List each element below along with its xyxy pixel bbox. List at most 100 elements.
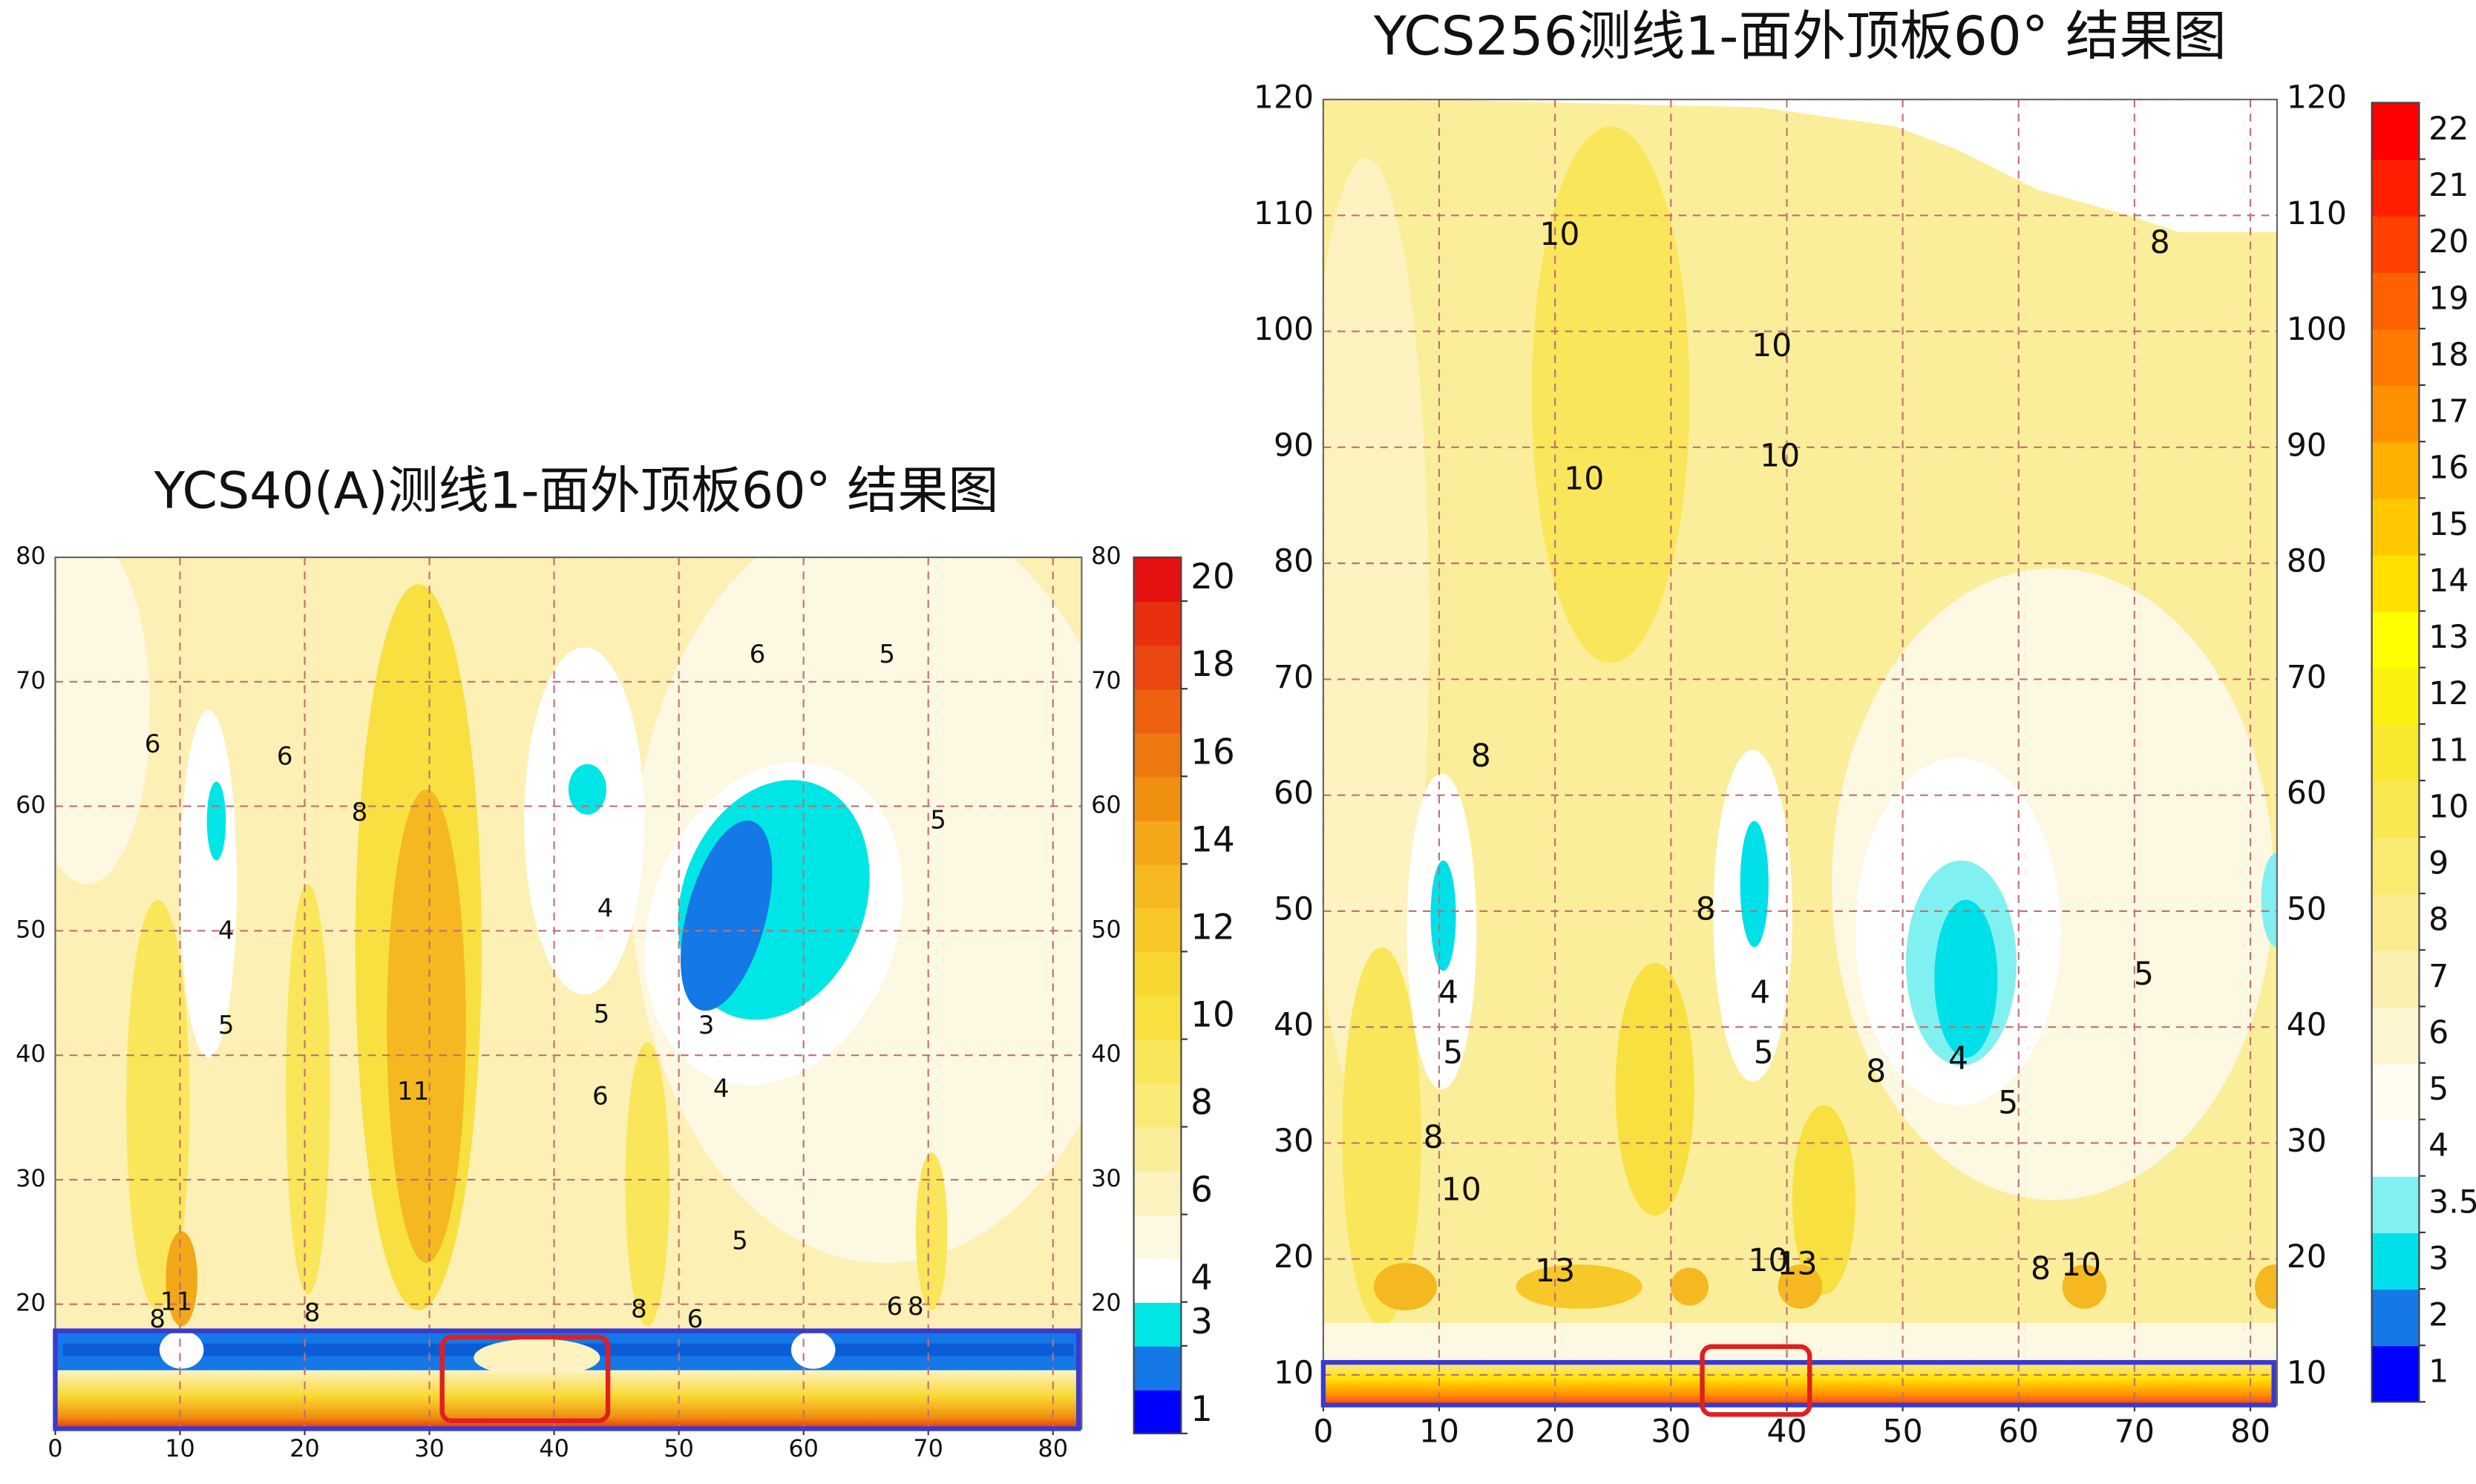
y-tick-label: 120 bbox=[2287, 80, 2347, 116]
colorbar-label: 18 bbox=[2428, 337, 2469, 373]
colorbar-band bbox=[2371, 723, 2420, 781]
x-tick-label: 30 bbox=[1651, 1414, 1691, 1450]
colorbar-band bbox=[1133, 1389, 1182, 1434]
y-tick-label: 70 bbox=[16, 666, 46, 695]
contour-label: 3 bbox=[698, 1011, 715, 1040]
x-tick-label: 80 bbox=[2230, 1414, 2270, 1450]
colorbar-band bbox=[2371, 215, 2420, 273]
y-tick-label: 30 bbox=[1274, 1123, 1314, 1160]
y-tick-label: 100 bbox=[1254, 312, 1314, 348]
colorbar-label: 20 bbox=[1190, 557, 1235, 597]
y-tick-label: 80 bbox=[16, 542, 46, 570]
y-tick-label: 80 bbox=[2287, 544, 2327, 580]
colorbar-band bbox=[2371, 1063, 2420, 1120]
colorbar-band bbox=[2371, 1175, 2420, 1233]
colorbar-band bbox=[2371, 272, 2420, 329]
y-tick-label: 50 bbox=[2287, 891, 2327, 928]
x-tick-label: 30 bbox=[414, 1434, 445, 1462]
x-tick-label: 40 bbox=[1766, 1414, 1807, 1450]
contour-label: 10 bbox=[1748, 1243, 1788, 1279]
contour-label: 6 bbox=[687, 1304, 704, 1334]
colorbar-label: 15 bbox=[2428, 507, 2469, 543]
colorbar-label: 3 bbox=[2428, 1241, 2449, 1277]
y-tick-label: 20 bbox=[16, 1289, 46, 1317]
colorbar-band bbox=[2371, 328, 2420, 387]
colorbar-label: 3 bbox=[1190, 1302, 1213, 1342]
colorbar-band bbox=[2371, 950, 2420, 1008]
highlight-box bbox=[439, 1334, 611, 1424]
contour-label: 10 bbox=[1752, 328, 1792, 364]
colorbar-frame bbox=[2371, 102, 2420, 1403]
y-tick-label: 30 bbox=[2287, 1123, 2327, 1160]
x-tick-label: 50 bbox=[1883, 1414, 1923, 1450]
y-tick-label: 70 bbox=[1274, 660, 1314, 696]
contour-label: 8 bbox=[304, 1298, 321, 1328]
contour-label: 8 bbox=[1424, 1120, 1444, 1156]
colorbar-band bbox=[2371, 667, 2420, 725]
y-tick-label: 70 bbox=[1091, 666, 1121, 695]
colorbar-band bbox=[1133, 1214, 1182, 1259]
colorbar-band bbox=[1133, 732, 1182, 778]
x-tick-label: 0 bbox=[48, 1434, 62, 1462]
contour-label: 4 bbox=[713, 1074, 730, 1104]
colorbar-band bbox=[1133, 1345, 1182, 1391]
colorbar-label: 22 bbox=[2428, 111, 2469, 148]
colorbar-band bbox=[2371, 554, 2420, 612]
y-tick-label: 110 bbox=[2287, 196, 2347, 232]
y-tick-label: 60 bbox=[2287, 775, 2327, 812]
colorbar-band bbox=[1133, 907, 1182, 953]
contour-label: 4 bbox=[1948, 1041, 1968, 1077]
contour-label: 6 bbox=[886, 1292, 903, 1322]
colorbar-band bbox=[1133, 951, 1182, 997]
contour-label: 10 bbox=[1564, 462, 1604, 498]
y-tick-label: 120 bbox=[1254, 80, 1314, 116]
colorbar-label: 19 bbox=[2428, 280, 2469, 317]
colorbar-label: 17 bbox=[2428, 394, 2469, 430]
contour-label: 6 bbox=[277, 742, 293, 772]
y-tick-label: 50 bbox=[1091, 915, 1121, 943]
contour-field bbox=[1323, 99, 2277, 1405]
y-tick-label: 10 bbox=[2287, 1355, 2327, 1391]
colorbar-label: 10 bbox=[2428, 789, 2469, 825]
contour-label: 5 bbox=[594, 999, 610, 1029]
y-tick-label: 30 bbox=[16, 1164, 46, 1192]
colorbar-label: 12 bbox=[2428, 676, 2469, 712]
colorbar-band bbox=[2371, 1289, 2420, 1347]
contour-label: 8 bbox=[631, 1295, 647, 1324]
colorbar-band bbox=[2371, 1345, 2420, 1403]
x-tick-label: 40 bbox=[539, 1434, 569, 1462]
y-tick-label: 40 bbox=[2287, 1008, 2327, 1044]
colorbar-label: 16 bbox=[2428, 450, 2469, 487]
colorbar-band bbox=[2371, 441, 2420, 499]
colorbar-label: 4 bbox=[2428, 1128, 2449, 1164]
chart-title: YCS256测线1-面外顶板60° 结果图 bbox=[1373, 5, 2227, 68]
colorbar-band bbox=[2371, 1119, 2420, 1177]
colorbar-label: 4 bbox=[1190, 1258, 1213, 1298]
x-tick-label: 20 bbox=[1535, 1414, 1575, 1450]
contour-label: 8 bbox=[352, 798, 368, 827]
contour-label: 8 bbox=[2031, 1251, 2051, 1287]
colorbar-band bbox=[1133, 1126, 1182, 1172]
colorbar-band bbox=[2371, 1232, 2420, 1290]
contour-label: 6 bbox=[145, 729, 161, 759]
y-tick-label: 40 bbox=[1274, 1008, 1314, 1044]
contour-label: 4 bbox=[1438, 975, 1458, 1011]
colorbar-band bbox=[2371, 893, 2420, 951]
contour-label: 5 bbox=[879, 640, 895, 669]
colorbar-label: 3.5 bbox=[2428, 1184, 2476, 1221]
colorbar-label: 14 bbox=[2428, 563, 2469, 600]
colorbar-label: 11 bbox=[2428, 732, 2469, 769]
colorbar-label: 20 bbox=[2428, 224, 2469, 260]
highlight-box bbox=[1700, 1344, 1812, 1417]
colorbar-band bbox=[2371, 837, 2420, 895]
colorbar-label: 21 bbox=[2428, 168, 2469, 204]
colorbar-label: 2 bbox=[2428, 1298, 2449, 1334]
contour-label: 5 bbox=[930, 805, 946, 835]
colorbar-label: 1 bbox=[2428, 1354, 2449, 1391]
colorbar-band bbox=[1133, 557, 1182, 603]
contour-label: 4 bbox=[597, 893, 614, 923]
colorbar-band bbox=[1133, 601, 1182, 646]
contour-label: 5 bbox=[2134, 956, 2154, 993]
y-tick-label: 50 bbox=[1274, 891, 1314, 928]
contour-label: 8 bbox=[908, 1292, 924, 1322]
